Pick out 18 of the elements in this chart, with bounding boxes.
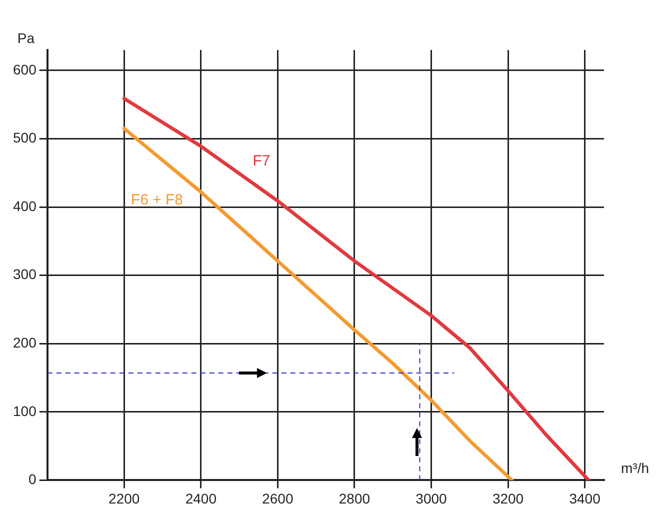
x-tick-label: 2400 [185, 490, 217, 506]
y-tick-label: 300 [13, 266, 37, 282]
x-tick-label: 3200 [492, 490, 524, 506]
series-label: F7 [252, 152, 270, 170]
x-axis-title: m³/h [621, 460, 649, 476]
series-label: F6 + F8 [130, 192, 184, 209]
x-tick-label: 2600 [262, 490, 294, 506]
x-tick-label: 3000 [416, 490, 448, 506]
x-tick-label: 2800 [338, 490, 370, 506]
y-tick-label: 200 [13, 334, 37, 350]
y-tick-label: 400 [13, 198, 37, 214]
y-axis-title: Pa [17, 30, 35, 46]
x-tick-label: 3400 [569, 490, 601, 506]
y-tick-label: 100 [13, 402, 37, 419]
y-tick-label: 600 [13, 61, 37, 78]
y-tick-label: 500 [13, 130, 37, 146]
y-tick-label: 0 [28, 471, 37, 488]
x-tick-label: 2200 [108, 490, 140, 506]
